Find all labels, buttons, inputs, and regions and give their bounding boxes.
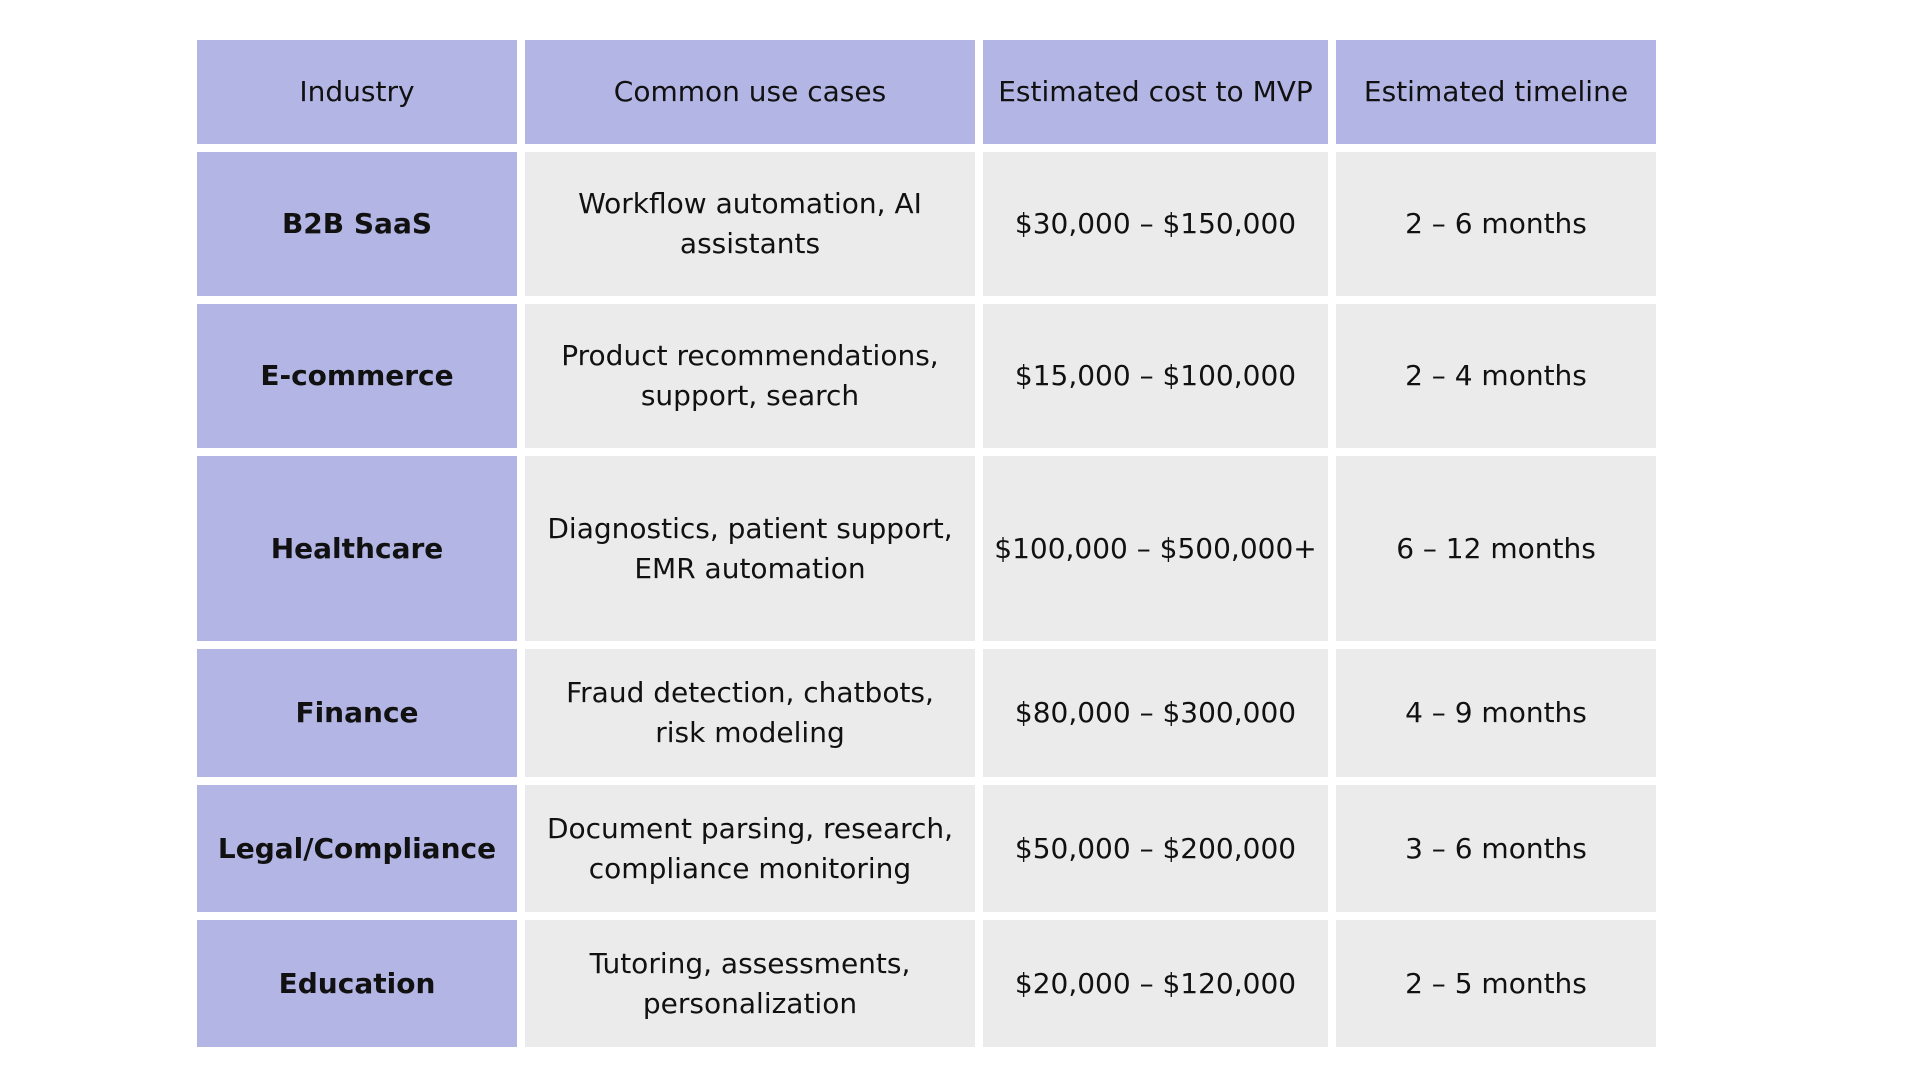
table-row: Legal/Compliance Document parsing, resea… (197, 785, 1656, 912)
cost-cell: $50,000 – $200,000 (983, 785, 1328, 912)
header-cost: Estimated cost to MVP (983, 40, 1328, 144)
use-cases-cell: Fraud detection, chatbots, risk modeling (525, 649, 975, 777)
use-cases-cell: Workflow automation, AI assistants (525, 152, 975, 296)
header-use-cases: Common use cases (525, 40, 975, 144)
timeline-cell: 3 – 6 months (1336, 785, 1656, 912)
cost-cell: $30,000 – $150,000 (983, 152, 1328, 296)
header-row: Industry Common use cases Estimated cost… (197, 40, 1656, 144)
use-cases-cell: Document parsing, research, compliance m… (525, 785, 975, 912)
table-header: Industry Common use cases Estimated cost… (197, 40, 1656, 144)
table-row: Healthcare Diagnostics, patient support,… (197, 456, 1656, 641)
table-row: E-commerce Product recommendations, supp… (197, 304, 1656, 448)
table-row: B2B SaaS Workflow automation, AI assista… (197, 152, 1656, 296)
table-container: Industry Common use cases Estimated cost… (197, 40, 1657, 1047)
header-industry: Industry (197, 40, 517, 144)
timeline-cell: 4 – 9 months (1336, 649, 1656, 777)
industry-cell: Legal/Compliance (197, 785, 517, 912)
cost-cell: $80,000 – $300,000 (983, 649, 1328, 777)
cost-cell: $15,000 – $100,000 (983, 304, 1328, 448)
industry-cell: Education (197, 920, 517, 1047)
timeline-cell: 6 – 12 months (1336, 456, 1656, 641)
timeline-cell: 2 – 4 months (1336, 304, 1656, 448)
industry-cell: Healthcare (197, 456, 517, 641)
table-row: Education Tutoring, assessments, persona… (197, 920, 1656, 1047)
industry-cell: B2B SaaS (197, 152, 517, 296)
industry-cost-table: Industry Common use cases Estimated cost… (189, 32, 1664, 1055)
use-cases-cell: Diagnostics, patient support, EMR automa… (525, 456, 975, 641)
table-body: B2B SaaS Workflow automation, AI assista… (197, 152, 1656, 1047)
cost-cell: $100,000 – $500,000+ (983, 456, 1328, 641)
industry-cell: Finance (197, 649, 517, 777)
header-timeline: Estimated timeline (1336, 40, 1656, 144)
timeline-cell: 2 – 6 months (1336, 152, 1656, 296)
timeline-cell: 2 – 5 months (1336, 920, 1656, 1047)
use-cases-cell: Product recommendations, support, search (525, 304, 975, 448)
industry-cell: E-commerce (197, 304, 517, 448)
use-cases-cell: Tutoring, assessments, personalization (525, 920, 975, 1047)
table-row: Finance Fraud detection, chatbots, risk … (197, 649, 1656, 777)
cost-cell: $20,000 – $120,000 (983, 920, 1328, 1047)
